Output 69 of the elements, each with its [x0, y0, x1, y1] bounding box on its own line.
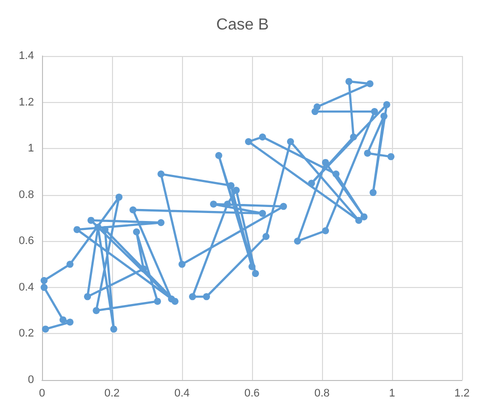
y-tick-label: 0: [28, 374, 34, 386]
point: [40, 276, 48, 284]
point: [345, 78, 352, 85]
point: [203, 293, 210, 300]
point: [245, 138, 252, 146]
y-tick-label: 0.6: [18, 235, 34, 248]
point: [252, 270, 259, 278]
point: [248, 263, 256, 270]
point: [74, 226, 80, 234]
point: [262, 233, 270, 240]
point: [66, 318, 74, 326]
point: [140, 265, 147, 272]
point: [40, 284, 48, 291]
y-tick-label: 1.4: [18, 50, 34, 62]
x-tick-label: 0.2: [104, 388, 120, 400]
point: [322, 158, 329, 166]
point: [189, 293, 196, 300]
point: [380, 112, 388, 120]
point: [314, 103, 321, 110]
point: [350, 134, 357, 140]
x-tick-label: 1.2: [454, 388, 470, 400]
x-tick-label: 0.4: [174, 388, 190, 400]
point: [168, 296, 175, 302]
point: [370, 189, 377, 196]
point: [94, 224, 102, 231]
point: [259, 134, 266, 140]
y-tick-label: 1.2: [18, 96, 34, 108]
x-tick-label: 0.8: [314, 388, 330, 400]
point: [66, 260, 74, 268]
point: [60, 316, 66, 324]
x-tick-label: 1: [388, 388, 396, 400]
point: [364, 150, 371, 157]
point: [308, 180, 315, 187]
point: [387, 153, 394, 160]
y-tick-label: 0.8: [18, 188, 34, 201]
point: [133, 228, 140, 236]
y-tick-label: 0.2: [18, 328, 34, 340]
x-tick-label: 0: [38, 388, 46, 400]
point: [294, 238, 301, 245]
point: [383, 101, 390, 108]
y-tick-label: 0.4: [18, 281, 34, 294]
point: [259, 210, 266, 217]
point: [42, 326, 49, 333]
point: [158, 170, 164, 178]
point: [102, 226, 108, 234]
y-tick-label: 1: [28, 142, 34, 155]
point: [366, 80, 374, 88]
chart-title: Case B: [216, 16, 269, 34]
point: [232, 186, 240, 194]
point: [322, 227, 329, 234]
point: [280, 202, 287, 210]
point: [178, 260, 186, 268]
point: [130, 206, 136, 214]
point: [332, 170, 340, 178]
point: [154, 298, 161, 305]
point: [116, 194, 122, 201]
point: [215, 152, 222, 160]
point: [355, 216, 362, 224]
point: [228, 182, 234, 190]
x-tick-label: 0.6: [244, 388, 260, 400]
point: [84, 293, 91, 300]
point: [287, 138, 294, 146]
point: [92, 307, 100, 314]
point: [360, 213, 368, 220]
point: [210, 200, 217, 208]
point: [88, 216, 94, 224]
point: [110, 326, 118, 333]
point: [371, 108, 378, 116]
point: [158, 219, 164, 226]
